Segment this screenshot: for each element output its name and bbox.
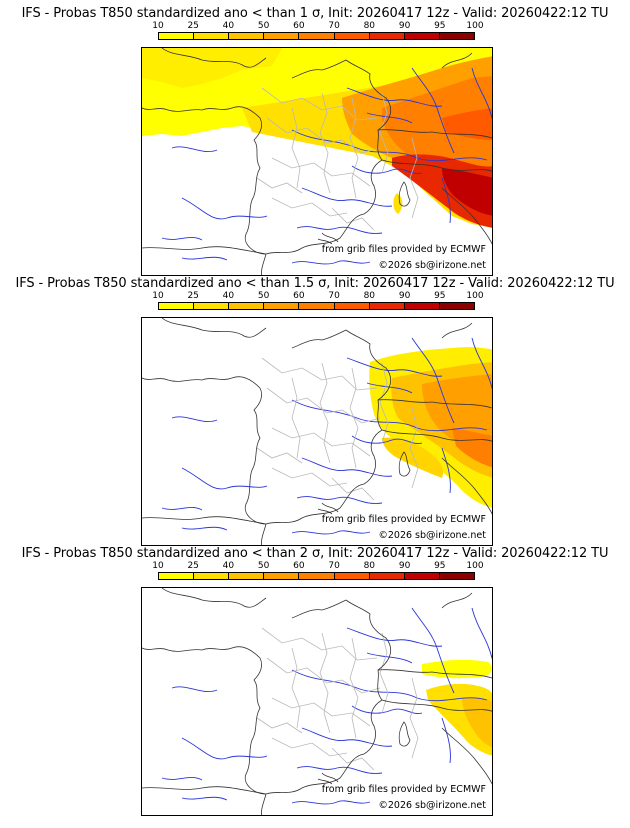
forecast-panel-1sigma: IFS - Probas T850 standardized ano < tha… — [0, 0, 630, 276]
colorbar-swatch — [159, 33, 195, 39]
colorbar-swatch — [299, 573, 335, 579]
colorbar-swatch — [264, 573, 300, 579]
colorbar-tick: 50 — [257, 291, 270, 301]
colorbar-swatch — [439, 303, 474, 309]
colorbar-tick: 90 — [398, 561, 411, 571]
colorbar-tick: 80 — [363, 561, 376, 571]
colorbar-tick: 100 — [466, 561, 484, 571]
credit-copyright: ©2026 sb@irizone.net — [378, 260, 486, 271]
colorbar-scale — [158, 572, 475, 580]
colorbar-tick: 50 — [257, 561, 270, 571]
colorbar-swatch — [229, 303, 265, 309]
colorbar-tick: 40 — [222, 561, 235, 571]
colorbar-tick: 100 — [466, 21, 484, 31]
colorbar-swatch — [229, 573, 265, 579]
colorbar-swatch — [404, 33, 440, 39]
colorbar-scale — [158, 32, 475, 40]
colorbar-tick: 100 — [466, 291, 484, 301]
colorbar-tick: 25 — [187, 291, 199, 301]
colorbar-tick: 80 — [363, 291, 376, 301]
colorbar-tick: 40 — [222, 21, 235, 31]
map-canvas — [142, 48, 492, 275]
probability-map[interactable]: from grib files provided by ECMWF ©2026 … — [141, 317, 493, 546]
credit-source: from grib files provided by ECMWF — [321, 514, 486, 525]
colorbar-swatch — [404, 573, 440, 579]
colorbar-swatch — [264, 303, 300, 309]
probability-shading — [369, 347, 492, 508]
probability-map[interactable]: from grib files provided by ECMWF ©2026 … — [141, 587, 493, 816]
colorbar-tick: 10 — [152, 561, 164, 571]
map-canvas — [142, 318, 492, 545]
colorbar-tick: 10 — [152, 21, 164, 31]
map-canvas — [142, 588, 492, 815]
credit-copyright: ©2026 sb@irizone.net — [378, 530, 486, 541]
credit-source: from grib files provided by ECMWF — [321, 784, 486, 795]
colorbar-swatch — [194, 303, 230, 309]
forecast-panel-2sigma: IFS - Probas T850 standardized ano < tha… — [0, 540, 630, 816]
panel-title: IFS - Probas T850 standardized ano < tha… — [15, 276, 615, 291]
credit-source: from grib files provided by ECMWF — [321, 244, 486, 255]
colorbar-swatch — [299, 33, 335, 39]
colorbar-tick: 70 — [328, 21, 340, 31]
colorbar-swatch — [369, 303, 405, 309]
colorbar-tick: 70 — [328, 291, 340, 301]
colorbar-swatch — [194, 573, 230, 579]
colorbar-tick: 10 — [152, 291, 164, 301]
colorbar-tick: 90 — [398, 21, 411, 31]
forecast-panel-1-5sigma: IFS - Probas T850 standardized ano < tha… — [0, 270, 630, 546]
colorbar-tick: 25 — [187, 21, 199, 31]
colorbar-tick: 95 — [434, 291, 446, 301]
colorbar-swatch — [159, 573, 195, 579]
colorbar-tick: 50 — [257, 21, 270, 31]
credit-copyright: ©2026 sb@irizone.net — [378, 800, 486, 811]
colorbar-scale — [158, 302, 475, 310]
colorbar-swatch — [404, 303, 440, 309]
colorbar-tick: 60 — [293, 561, 305, 571]
colorbar-swatch — [334, 303, 370, 309]
colorbar-swatch — [299, 303, 335, 309]
colorbar: 10 25 40 50 60 70 80 90 95 100 — [152, 21, 484, 41]
colorbar-swatch — [369, 573, 405, 579]
colorbar-tick: 25 — [187, 561, 199, 571]
colorbar-tick: 95 — [434, 561, 446, 571]
colorbar-tick: 60 — [293, 21, 305, 31]
colorbar-swatch — [439, 573, 474, 579]
colorbar-swatch — [369, 33, 405, 39]
probability-shading — [142, 48, 492, 228]
colorbar-swatch — [334, 33, 370, 39]
panel-title: IFS - Probas T850 standardized ano < tha… — [21, 546, 609, 561]
colorbar-tick: 70 — [328, 561, 340, 571]
colorbar: 10 25 40 50 60 70 80 90 95 100 — [152, 561, 484, 581]
probability-map[interactable]: from grib files provided by ECMWF ©2026 … — [141, 47, 493, 276]
colorbar-tick: 80 — [363, 21, 376, 31]
colorbar-tick: 90 — [398, 291, 411, 301]
colorbar-swatch — [194, 33, 230, 39]
colorbar-tick: 60 — [293, 291, 305, 301]
colorbar-swatch — [159, 303, 195, 309]
colorbar-swatch — [229, 33, 265, 39]
colorbar: 10 25 40 50 60 70 80 90 95 100 — [152, 291, 484, 311]
colorbar-swatch — [439, 33, 474, 39]
panel-title: IFS - Probas T850 standardized ano < tha… — [21, 6, 609, 21]
colorbar-swatch — [264, 33, 300, 39]
colorbar-swatch — [334, 573, 370, 579]
colorbar-tick: 95 — [434, 21, 446, 31]
colorbar-tick: 40 — [222, 291, 235, 301]
